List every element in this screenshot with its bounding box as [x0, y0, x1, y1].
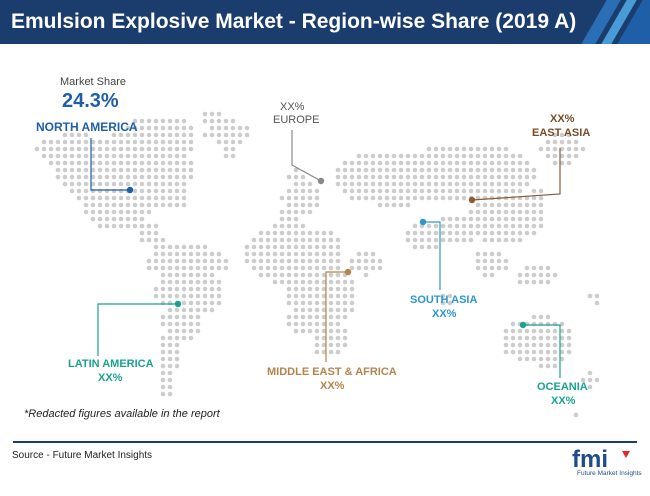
south-asia-label: SOUTH ASIA [410, 294, 478, 306]
oceania-marker [519, 321, 527, 329]
north-america-marker [126, 186, 134, 194]
oceania-leader-line [523, 324, 561, 378]
east-asia-marker [468, 196, 476, 204]
latin-america-value: XX% [98, 372, 123, 384]
redacted-footnote: *Redacted figures available in the repor… [24, 408, 220, 420]
logo-triangle-icon [622, 451, 630, 458]
europe-label: EUROPE [273, 114, 320, 126]
brand-name: Future Market Insights [577, 470, 642, 477]
middle-east-africa-value: XX% [320, 380, 345, 392]
middle-east-africa-marker [344, 268, 352, 276]
south-asia-leader-line [423, 221, 441, 290]
latin-america-leader-line [97, 303, 178, 356]
latin-america-label: LATIN AMERICA [68, 358, 154, 370]
east-asia-leader-line [471, 148, 561, 201]
footer-divider [13, 441, 637, 443]
middle-east-africa-label: MIDDLE EAST & AFRICA [267, 366, 397, 378]
north-america-label: NORTH AMERICA [36, 120, 138, 134]
europe-marker [317, 177, 325, 185]
market-share-caption: Market Share [60, 76, 127, 88]
north-america-share-value: 24.3% [62, 90, 119, 112]
oceania-label: OCEANIA [537, 381, 588, 393]
page-title: Emulsion Explosive Market - Region-wise … [11, 10, 577, 33]
fmi-logo-text: fmi [572, 446, 608, 472]
europe-value: XX% [280, 101, 305, 113]
title-bar: Emulsion Explosive Market - Region-wise … [0, 0, 650, 44]
middle-east-africa-leader-line [325, 271, 348, 362]
latin-america-marker [174, 300, 182, 308]
south-asia-marker [419, 218, 427, 226]
south-asia-value: XX% [432, 308, 457, 320]
east-asia-value: XX% [550, 113, 575, 125]
east-asia-label: EAST ASIA [532, 127, 591, 139]
fmi-logo: fmi [572, 446, 630, 472]
north-america-leader-line [90, 138, 130, 191]
source-note: Source - Future Market Insights [12, 450, 153, 461]
europe-leader-line [291, 130, 322, 182]
oceania-value: XX% [551, 395, 576, 407]
